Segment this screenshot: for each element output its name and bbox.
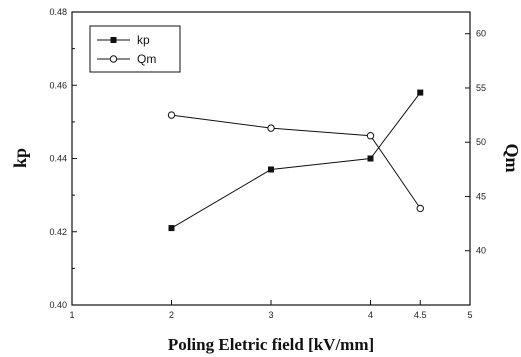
legend-kp-marker — [110, 37, 117, 43]
right-y-tick-label: 40 — [476, 246, 486, 256]
x-tick-label: 2 — [169, 310, 174, 320]
right-y-tick-label: 60 — [476, 29, 486, 39]
legend-qm-marker — [109, 55, 118, 63]
left-y-axis-title: kp — [10, 148, 30, 168]
data-point-kp — [168, 225, 175, 232]
legend-qm-label: Qm — [137, 52, 156, 66]
right-y-axis-title: Qm — [502, 144, 521, 173]
left-y-tick-label: 0.46 — [49, 80, 67, 90]
x-tick-label: 4.5 — [414, 310, 427, 320]
data-point-kp — [367, 155, 374, 162]
series-line-kp — [171, 92, 421, 229]
data-point-Qm — [267, 124, 275, 132]
left-y-axis-ticks: 0.40 0.42 0.44 0.46 0.48 — [49, 7, 77, 310]
data-point-kp — [417, 89, 424, 96]
data-point-Qm — [167, 111, 176, 119]
x-tick-label: 5 — [467, 310, 472, 320]
right-y-tick-label: 50 — [476, 137, 486, 147]
series-line-Qm — [171, 114, 421, 209]
data-point-Qm — [366, 132, 375, 140]
x-tick-label: 1 — [69, 310, 74, 320]
left-y-tick-label: 0.44 — [49, 154, 67, 164]
x-tick-label: 4 — [368, 310, 373, 320]
left-y-tick-label: 0.42 — [49, 227, 67, 237]
right-y-axis-ticks: 40 45 50 55 60 — [465, 29, 486, 256]
left-y-tick-label: 0.48 — [49, 7, 67, 17]
x-axis-ticks: 1 2 3 4 4.5 5 — [69, 300, 473, 320]
data-point-kp — [268, 166, 274, 173]
legend-box — [89, 25, 181, 73]
series-layer — [167, 89, 424, 232]
right-y-tick-label: 55 — [476, 83, 486, 93]
data-point-Qm — [416, 204, 424, 213]
right-y-tick-label: 45 — [476, 191, 486, 201]
x-axis-title: Poling Eletric field [kV/mm] — [168, 335, 374, 354]
left-y-tick-label: 0.40 — [49, 300, 67, 310]
x-tick-label: 3 — [268, 310, 273, 320]
legend: kp Qm — [89, 25, 181, 73]
legend-kp-label: kp — [137, 33, 150, 47]
